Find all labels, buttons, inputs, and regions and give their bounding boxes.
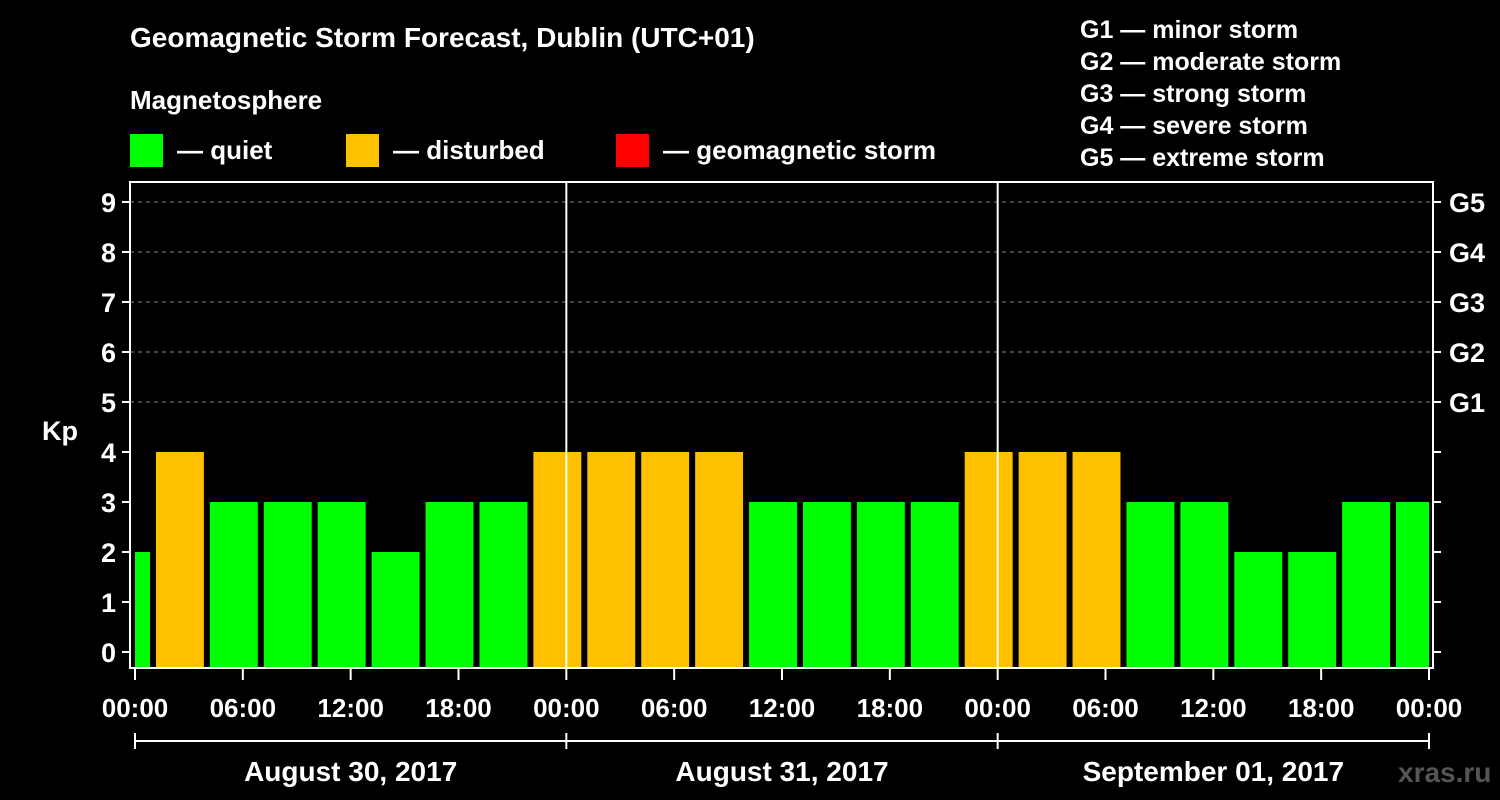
storm-level-g3: G3 — strong storm — [1080, 80, 1307, 108]
kp-bar-12 — [749, 502, 797, 667]
y-axis-label: Kp — [42, 416, 78, 446]
chart-title: Geomagnetic Storm Forecast, Dublin (UTC+… — [130, 22, 755, 53]
right-label-G4: G4 — [1449, 238, 1485, 268]
kp-bar-13 — [802, 502, 851, 667]
kp-bar-22 — [1288, 552, 1337, 667]
right-label-G1: G1 — [1449, 388, 1485, 418]
day-label-0: August 30, 2017 — [244, 756, 457, 787]
legend-disturbed-label: — disturbed — [393, 134, 545, 165]
kp-bar-6 — [425, 502, 474, 667]
y-tick-label-3: 3 — [101, 488, 116, 518]
storm-level-g5: G5 — extreme storm — [1080, 144, 1325, 172]
kp-bar-20 — [1180, 502, 1229, 667]
x-tick-label-7: 18:00 — [857, 693, 924, 723]
legend-quiet-label: — quiet — [177, 134, 273, 165]
kp-bar-2 — [209, 502, 258, 667]
kp-bar-11 — [695, 452, 744, 667]
y-tick-label-0: 0 — [101, 638, 116, 668]
kp-bar-10 — [641, 452, 690, 667]
kp-bar-23 — [1342, 502, 1391, 667]
x-tick-label-11: 18:00 — [1288, 693, 1355, 723]
y-tick-label-4: 4 — [101, 438, 116, 468]
kp-bar-3 — [263, 502, 312, 667]
legend-disturbed: — disturbed — [346, 132, 545, 168]
y-tick-label-2: 2 — [101, 538, 116, 568]
legend-storm-swatch — [616, 133, 649, 167]
storm-level-g2: G2 — moderate storm — [1080, 48, 1342, 76]
kp-bar-9 — [587, 452, 636, 667]
x-tick-label-2: 12:00 — [317, 693, 384, 723]
x-tick-label-5: 06:00 — [641, 693, 708, 723]
kp-bar-5 — [371, 552, 420, 667]
x-tick-label-6: 12:00 — [749, 693, 816, 723]
storm-level-g1: G1 — minor storm — [1080, 16, 1299, 44]
kp-bar-15 — [910, 502, 959, 667]
kp-bar-21 — [1234, 552, 1283, 667]
kp-bar-18 — [1072, 452, 1121, 667]
y-tick-label-8: 8 — [101, 238, 116, 268]
x-tick-label-8: 00:00 — [964, 693, 1031, 723]
magnetosphere-heading: Magnetosphere — [130, 85, 323, 115]
y-tick-label-6: 6 — [101, 338, 116, 368]
x-tick-label-1: 06:00 — [210, 693, 277, 723]
y-tick-label-7: 7 — [101, 288, 116, 318]
x-tick-label-9: 06:00 — [1072, 693, 1139, 723]
right-label-G2: G2 — [1449, 338, 1485, 368]
y-tick-label-9: 9 — [101, 188, 116, 218]
watermark: xras.ru — [1398, 757, 1492, 788]
right-label-G3: G3 — [1449, 288, 1485, 318]
storm-level-legend: G1 — minor storm G2 — moderate storm G3 … — [1080, 14, 1341, 174]
legend-quiet: — quiet — [130, 132, 272, 168]
kp-bar-0 — [135, 552, 150, 667]
kp-bar-8 — [533, 452, 582, 667]
kp-bar-7 — [479, 502, 528, 667]
x-tick-label-0: 00:00 — [102, 693, 169, 723]
y-tick-label-1: 1 — [101, 588, 116, 618]
day-label-1: August 31, 2017 — [675, 756, 888, 787]
kp-bar-19 — [1126, 502, 1175, 667]
kp-bar-4 — [317, 502, 366, 667]
legend-disturbed-swatch — [346, 133, 379, 167]
x-tick-label-10: 12:00 — [1180, 693, 1247, 723]
kp-bar-1 — [155, 452, 204, 667]
legend-storm-label: — geomagnetic storm — [663, 134, 937, 165]
legend-quiet-swatch — [130, 133, 163, 167]
storm-level-g4: G4 — severe storm — [1080, 112, 1308, 140]
kp-bar-16 — [964, 452, 1013, 667]
right-label-G5: G5 — [1449, 188, 1485, 218]
kp-bar-24 — [1396, 502, 1429, 667]
kp-bar-17 — [1018, 452, 1067, 667]
kp-bar-14 — [856, 502, 905, 667]
legend-storm: — geomagnetic storm — [616, 132, 936, 168]
x-tick-label-4: 00:00 — [533, 693, 600, 723]
x-tick-label-3: 18:00 — [425, 693, 492, 723]
x-tick-label-12: 00:00 — [1396, 693, 1463, 723]
y-tick-label-5: 5 — [101, 388, 116, 418]
day-label-2: September 01, 2017 — [1083, 756, 1345, 787]
